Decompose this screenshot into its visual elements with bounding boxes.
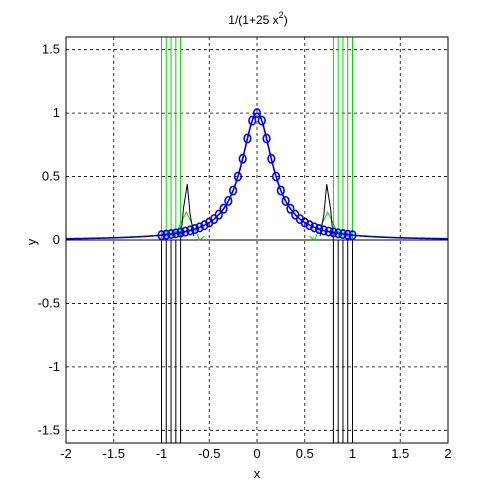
sample-point-21	[257, 115, 266, 126]
sample-point-15	[229, 185, 238, 196]
y-tick-label-0: 1.5	[42, 42, 60, 57]
sample-point-5	[181, 226, 190, 237]
sample-point-4	[176, 227, 185, 238]
sample-point-26	[281, 195, 290, 206]
function-curve	[66, 112, 448, 240]
y-tick-label-3: 0	[53, 232, 60, 247]
sample-point-33	[314, 224, 324, 235]
sample-point-25	[276, 185, 285, 196]
sample-point-39	[343, 229, 352, 240]
y-tick-label-4: -0.5	[38, 295, 60, 310]
sample-point-17	[238, 153, 247, 164]
sample-point-1	[162, 229, 171, 240]
chart-title-superscript: 2	[279, 10, 284, 20]
black-interpolant-bump-1	[319, 184, 334, 241]
chart-title: 1/(1+25 x2)	[228, 10, 287, 27]
y-tick-labels: 1.5 1 0.5 0 -0.5 -1 -1.5	[38, 42, 60, 438]
sample-point-22	[262, 133, 271, 144]
sample-point-3	[171, 228, 180, 239]
y-axis-label: y	[24, 238, 39, 245]
sample-point-36	[329, 227, 338, 238]
x-tick-label-4: 0	[253, 446, 260, 461]
sample-point-40	[348, 230, 357, 241]
sample-point-18	[243, 133, 252, 144]
x-tick-label-1: -1.5	[103, 446, 125, 461]
sample-point-12	[214, 209, 223, 220]
x-tick-label-6: 1	[349, 446, 356, 461]
sample-point-35	[324, 226, 333, 237]
sample-point-38	[338, 229, 348, 240]
sample-point-34	[319, 225, 328, 236]
sample-point-7	[190, 224, 200, 235]
sample-point-24	[272, 171, 281, 182]
x-tick-label-3: -0.5	[198, 446, 220, 461]
sample-point-19	[248, 115, 257, 126]
sample-point-14	[224, 195, 233, 206]
plot-frame	[65, 36, 449, 444]
x-tick-label-2: -1	[156, 446, 168, 461]
black-interpolant-bump-0	[180, 184, 195, 241]
x-tick-labels: -2 -1.5 -1 -0.5 0 0.5 1 1.5 2	[60, 446, 451, 461]
chart-title-suffix: )	[284, 13, 288, 27]
x-tick-label-7: 1.5	[391, 446, 409, 461]
sample-point-30	[300, 217, 309, 228]
y-tick-label-6: -1.5	[38, 422, 60, 437]
y-tick-label-2: 0.5	[42, 169, 60, 184]
sample-point-2	[166, 229, 176, 240]
sample-point-31	[305, 220, 314, 231]
chart-title-main: 1/(1+25 x	[228, 13, 278, 27]
sample-point-8	[195, 222, 204, 233]
series-layer	[66, 37, 448, 443]
sample-point-37	[334, 228, 343, 239]
x-tick-label-0: -2	[60, 446, 72, 461]
x-tick-label-5: 0.5	[296, 446, 314, 461]
x-tick-label-8: 2	[444, 446, 451, 461]
sample-point-13	[219, 203, 228, 214]
sample-point-16	[233, 171, 242, 182]
sample-point-32	[310, 222, 319, 233]
sample-point-23	[267, 153, 276, 164]
sample-point-0	[157, 230, 166, 241]
y-tick-label-5: -1	[48, 359, 60, 374]
sample-point-27	[286, 203, 295, 214]
sample-point-6	[186, 225, 195, 236]
sample-point-20	[252, 108, 262, 119]
y-tick-label-1: 1	[53, 105, 60, 120]
x-axis-label: x	[254, 466, 261, 481]
sample-point-9	[200, 220, 209, 231]
